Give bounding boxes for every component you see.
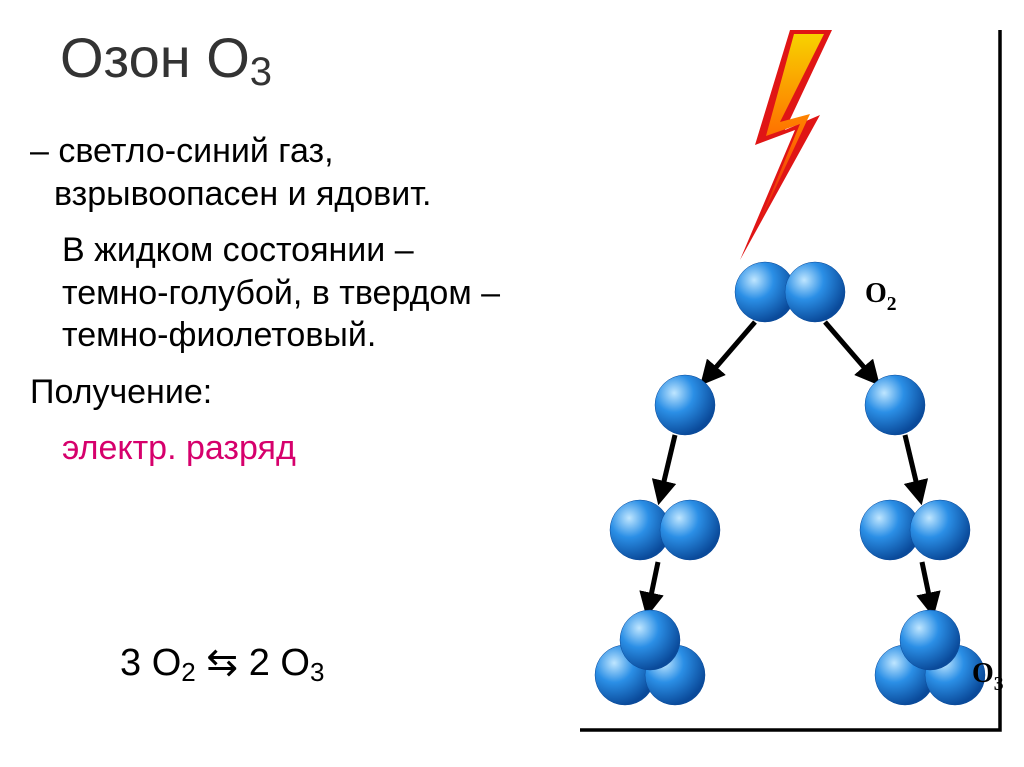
reaction-formula: 3 O2 ⇆ 2 O3 [120,640,324,685]
para-1: – светло-синий газ, взрывоопасен и ядови… [30,130,520,215]
title-text: Озон O [60,26,250,89]
para-3: Получение: [30,371,520,414]
formula-left: 3 O [120,642,181,684]
slide: Озон O3 – светло-синий газ, взрывоопасен… [0,0,1024,767]
slide-title: Озон O3 [60,25,272,90]
ozone-diagram: O2O3 [540,30,1010,740]
svg-text:O2: O2 [865,278,897,315]
formula-right-sub: 3 [310,657,324,687]
diagram-svg: O2O3 [540,30,1010,740]
formula-right: 2 O [249,642,310,684]
para-4: электр. разряд [30,427,520,470]
formula-arrow: ⇆ [196,642,249,684]
formula-left-sub: 2 [181,657,195,687]
para-2: В жидком состоянии – темно-голубой, в тв… [30,229,520,357]
title-sub: 3 [250,50,272,94]
text-block: – светло-синий газ, взрывоопасен и ядови… [30,130,520,484]
